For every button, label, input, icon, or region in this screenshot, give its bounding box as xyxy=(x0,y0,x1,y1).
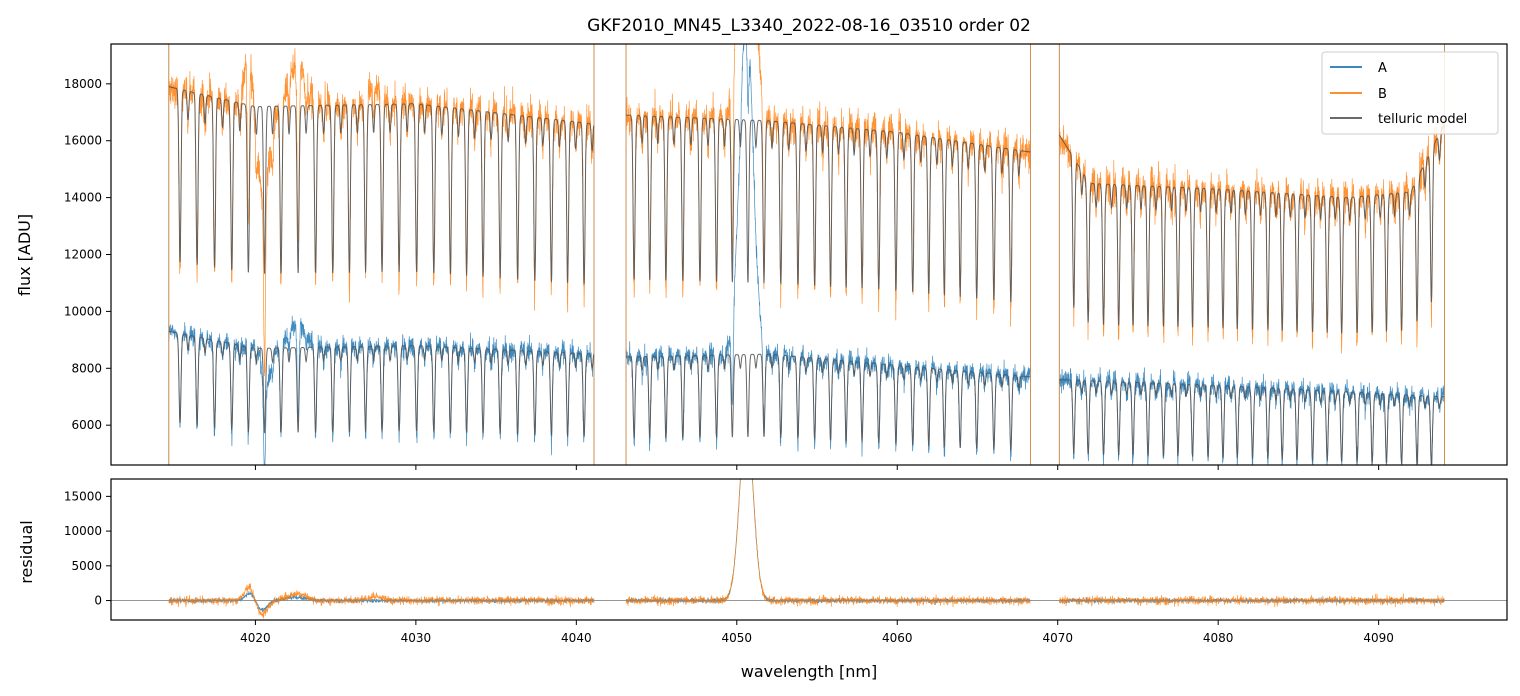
x-tick-label-4040: 4040 xyxy=(561,631,592,645)
residual-y-label: residual xyxy=(17,520,36,583)
x-tick-label-4050: 4050 xyxy=(722,631,753,645)
chart-title: GKF2010_MN45_L3340_2022-08-16_03510 orde… xyxy=(587,16,1031,36)
residual-panel: 0 5000 10000 15000 4020 4030 4040 4050 4060 4070… xyxy=(17,478,1508,681)
telluric-model-a-line xyxy=(168,330,1445,465)
y-tick-label-5000: 5000 xyxy=(71,559,102,573)
y-tick-label-6000: 6000 xyxy=(71,418,102,432)
x-tick-label-4090: 4090 xyxy=(1363,631,1394,645)
x-tick-label-4020: 4020 xyxy=(240,631,271,645)
y-tick-label-14000: 14000 xyxy=(64,191,102,205)
residual-panel-frame xyxy=(110,478,1508,621)
y-tick-label-8000: 8000 xyxy=(71,361,102,375)
x-axis-label: wavelength [nm] xyxy=(741,662,878,681)
flux-panel: 6000 8000 10000 12000 14000 16000 18000 flux [… xyxy=(15,43,1508,470)
legend-box xyxy=(1321,51,1499,135)
legend-label-a: A xyxy=(1378,61,1387,76)
y-tick-label-10000: 10000 xyxy=(64,524,102,538)
y-tick-label-18000: 18000 xyxy=(64,77,102,91)
y-tick-label-10000: 10000 xyxy=(64,304,102,318)
y-tick-label-12000: 12000 xyxy=(64,248,102,262)
telluric-model-b-line xyxy=(168,86,1445,334)
legend-label-model: telluric model xyxy=(1378,112,1467,127)
y-tick-label-0: 0 xyxy=(94,594,102,608)
y-tick-label-16000: 16000 xyxy=(64,134,102,148)
legend: A B telluric model xyxy=(1321,51,1499,135)
x-tick-label-4080: 4080 xyxy=(1203,631,1234,645)
flux-y-label: flux [ADU] xyxy=(15,214,34,296)
x-tick-label-4030: 4030 xyxy=(401,631,432,645)
x-tick-label-4060: 4060 xyxy=(882,631,913,645)
series-a-line xyxy=(168,44,1445,465)
x-tick-label-4070: 4070 xyxy=(1042,631,1073,645)
y-tick-label-15000: 15000 xyxy=(64,489,102,503)
legend-label-b: B xyxy=(1378,87,1387,102)
